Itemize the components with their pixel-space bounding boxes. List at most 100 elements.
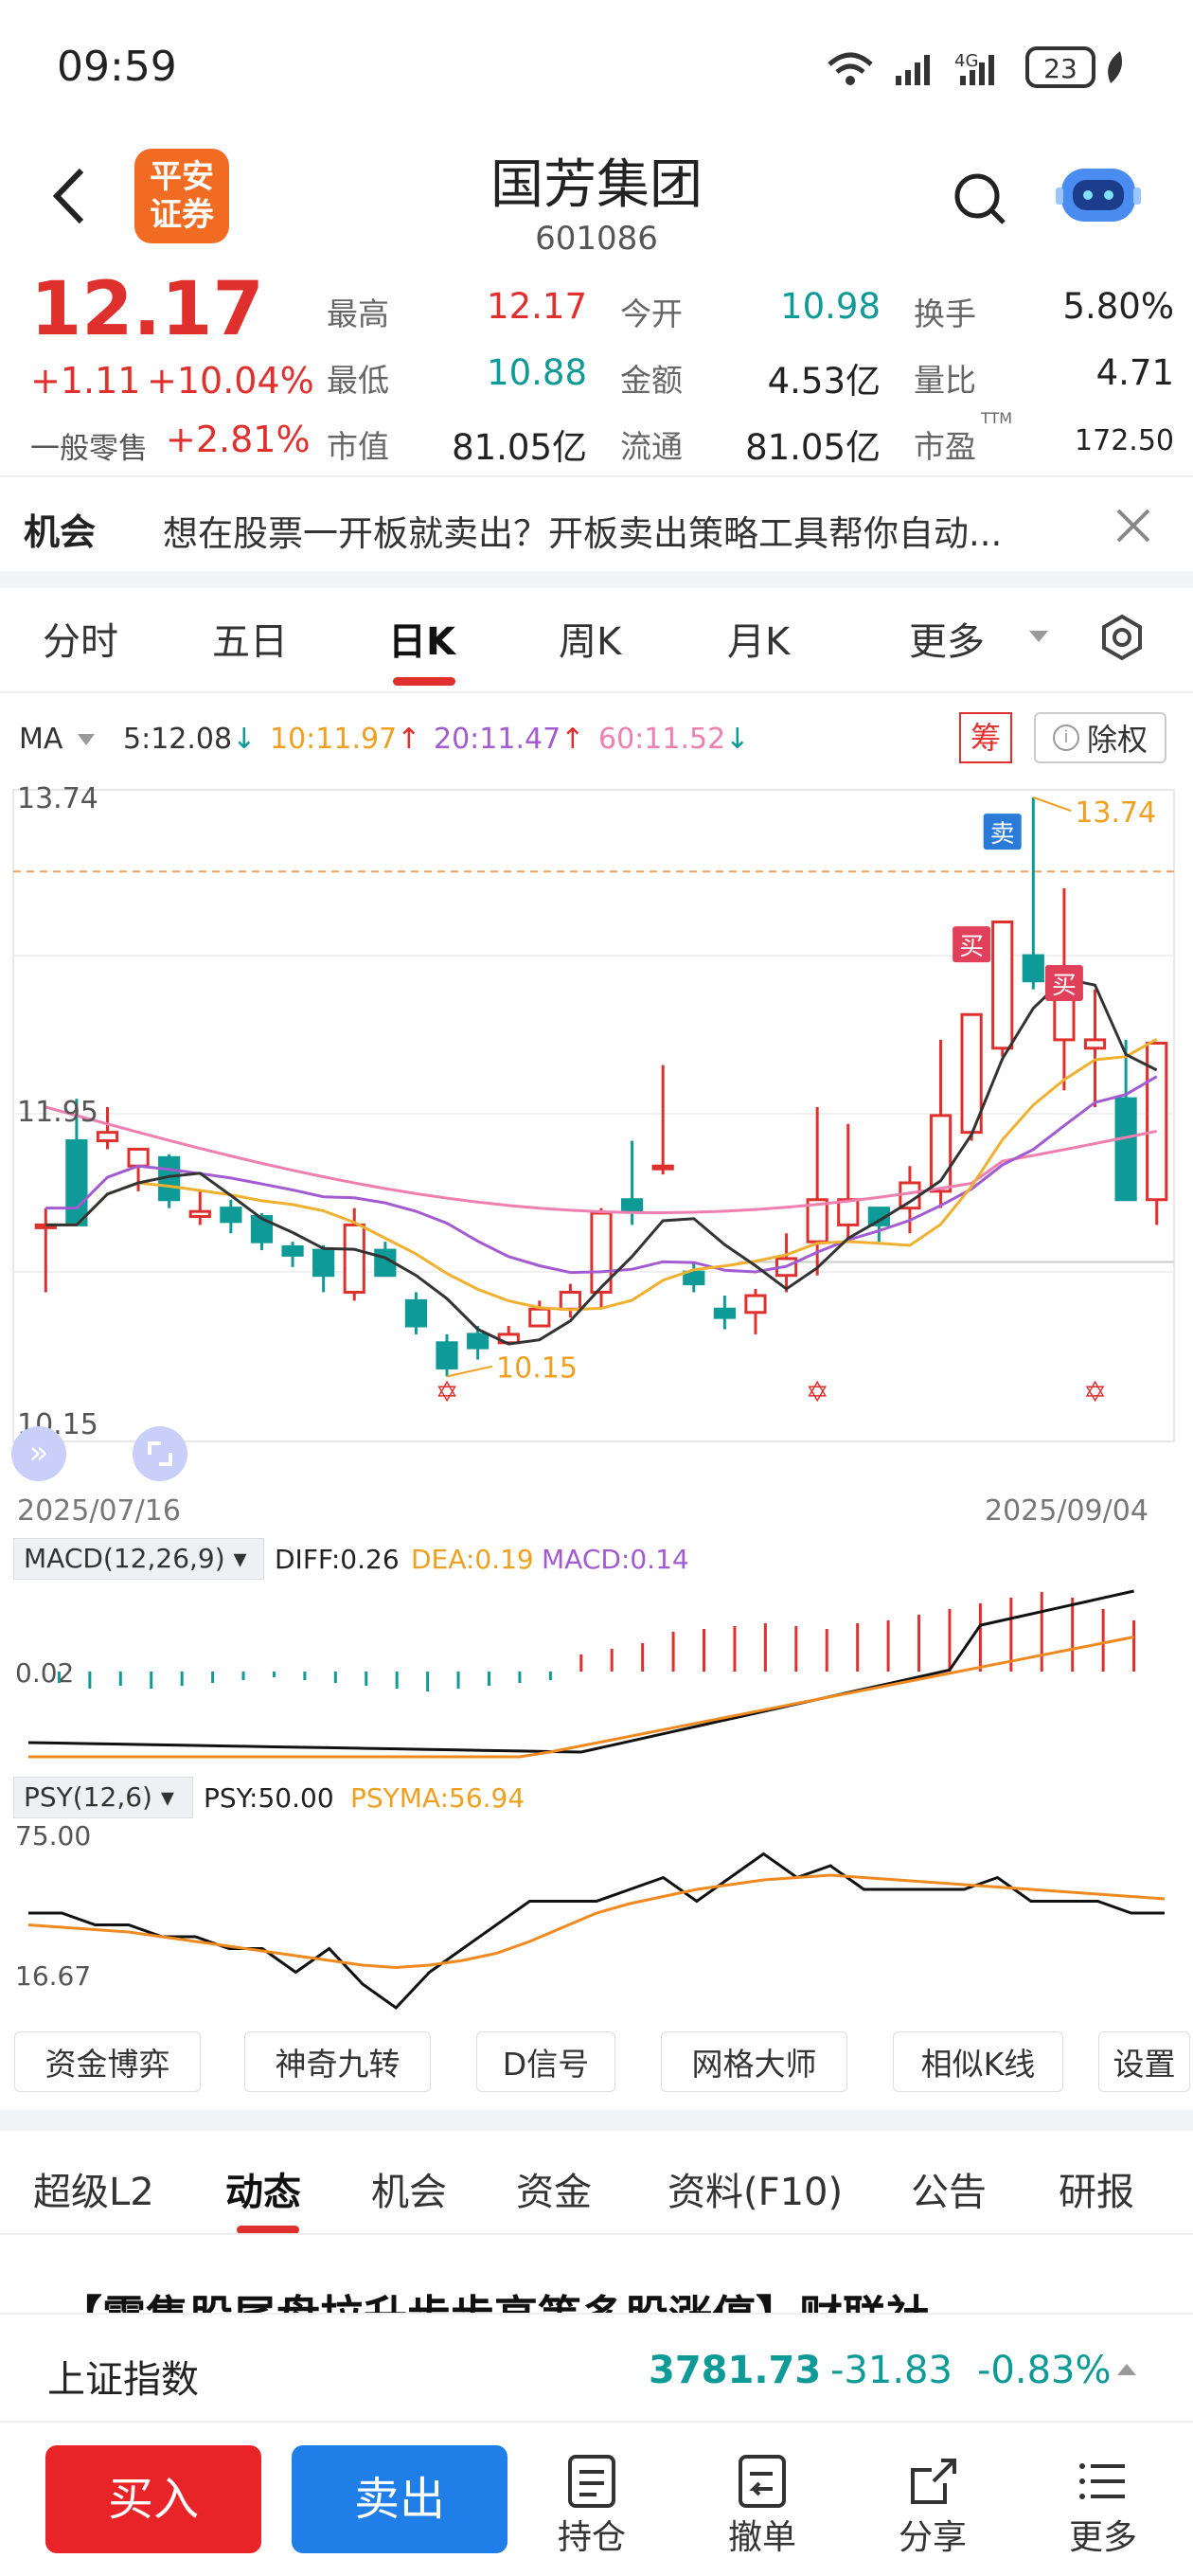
news-tab-underline xyxy=(237,2226,299,2234)
sector-label[interactable]: 一般零售 xyxy=(30,432,148,466)
tool-grid-master[interactable]: 网格大师 xyxy=(661,2031,847,2092)
mcap-label: 市值 xyxy=(327,428,389,465)
macd-dea: DEA:0.19 xyxy=(411,1544,534,1575)
candle-body xyxy=(683,1270,705,1286)
tab-capital[interactable]: 资金 xyxy=(516,2171,592,2214)
ma-dropdown-icon[interactable] xyxy=(76,732,97,747)
candle-body xyxy=(559,1290,582,1311)
divider xyxy=(0,2233,1193,2235)
macd-axis-value: 0.02 xyxy=(15,1657,75,1689)
kline-frame xyxy=(12,789,1175,1442)
gear-icon[interactable] xyxy=(1098,614,1146,661)
turnover-label: 换手 xyxy=(914,295,976,332)
nav-cancel-order[interactable]: 撤单 xyxy=(715,2453,810,2559)
index-value: 3781.73 xyxy=(649,2349,822,2392)
tool-magic-nine[interactable]: 神奇九转 xyxy=(244,2031,431,2092)
buy-tag-bg xyxy=(1044,965,1083,1002)
tab-zhouk[interactable]: 周K xyxy=(559,620,622,664)
amount-label: 金额 xyxy=(620,362,683,399)
nav-share[interactable]: 分享 xyxy=(885,2453,980,2559)
sell-button[interactable]: 卖出 xyxy=(292,2445,507,2553)
ma60-value: 60:11.52↓ xyxy=(598,723,750,756)
ma10-value: 10:11.97↑ xyxy=(270,723,421,756)
kline-date-start: 2025/07/16 xyxy=(17,1494,181,1528)
tab-f10[interactable]: 资料(F10) xyxy=(668,2171,844,2214)
status-time: 09:59 xyxy=(57,43,177,91)
back-chevron-icon[interactable] xyxy=(45,163,93,229)
index-bar[interactable]: 上证指数 3781.73 -31.83 -0.83% xyxy=(0,2313,1193,2423)
ma20-line xyxy=(45,1075,1158,1275)
index-name: 上证指数 xyxy=(47,2358,199,2402)
psyma-value: PSYMA:56.94 xyxy=(350,1782,525,1814)
candle-body xyxy=(1083,1038,1107,1050)
price-change-pct: +10.04% xyxy=(147,360,314,402)
nav-holdings[interactable]: 持仓 xyxy=(544,2453,639,2559)
index-change: -31.83 xyxy=(830,2349,953,2392)
tool-d-signal[interactable]: D信号 xyxy=(476,2031,615,2092)
tool-settings[interactable]: 设置 xyxy=(1098,2031,1190,2092)
tab-announcement[interactable]: 公告 xyxy=(911,2171,987,2214)
opportunity-banner[interactable]: 机会 想在股票一开板就卖出？开板卖出策略工具帮你自动... xyxy=(0,478,1193,573)
tab-fenshi[interactable]: 分时 xyxy=(43,620,118,664)
vol-ratio-value: 4.71 xyxy=(1095,352,1174,393)
psy-axis-bottom: 16.67 xyxy=(15,1960,92,1992)
search-icon[interactable] xyxy=(952,170,1008,227)
exright-button[interactable]: i 除权 xyxy=(1034,712,1166,763)
buy-tag: 买 xyxy=(1052,972,1077,1000)
tab-opportunity[interactable]: 机会 xyxy=(371,2171,447,2214)
chevron-down-icon[interactable] xyxy=(1027,629,1050,644)
kline-y-mid: 11.95 xyxy=(17,1096,98,1129)
pe-value: 172.50 xyxy=(1075,424,1174,457)
ma60-line xyxy=(45,1105,1157,1215)
psy-value: PSY:50.00 xyxy=(204,1782,334,1814)
buy-tag-bg xyxy=(953,926,991,963)
candle-body xyxy=(188,1209,211,1219)
tool-capital-game[interactable]: 资金博弈 xyxy=(14,2031,201,2092)
nav-more[interactable]: 更多 xyxy=(1056,2453,1150,2559)
candle-body xyxy=(1053,995,1076,1042)
tab-wuri[interactable]: 五日 xyxy=(212,620,288,664)
sell-tag: 卖 xyxy=(990,820,1015,849)
candle-body xyxy=(651,1164,674,1171)
tool-similar-kline[interactable]: 相似K线 xyxy=(893,2031,1063,2092)
tab-more[interactable]: 更多 xyxy=(909,620,985,664)
tab-super-l2[interactable]: 超级L2 xyxy=(33,2171,154,2214)
candle-body xyxy=(1146,1041,1168,1202)
candle-body xyxy=(991,921,1014,1050)
candle-body xyxy=(65,1139,88,1226)
wifi-signal-battery-icon: 4G 23 xyxy=(828,46,1123,88)
chevron-up-icon[interactable] xyxy=(1115,2362,1138,2377)
banner-tag: 机会 xyxy=(24,511,97,553)
close-icon[interactable] xyxy=(1113,505,1154,546)
tab-dynamic[interactable]: 动态 xyxy=(225,2171,301,2214)
sell-tag-bg xyxy=(983,814,1022,850)
ma-label[interactable]: MA xyxy=(19,723,63,756)
tab-research[interactable]: 研报 xyxy=(1059,2171,1134,2214)
buy-button[interactable]: 买入 xyxy=(45,2445,261,2553)
macd-chart xyxy=(27,1589,1136,1759)
signal-star-icon: ✡ xyxy=(435,1376,458,1409)
diff-line xyxy=(27,1589,1134,1754)
svg-text:4G: 4G xyxy=(954,51,978,71)
kline-y-max: 13.74 xyxy=(17,782,98,815)
ma20-value: 20:11.47↑ xyxy=(434,723,585,756)
candle-body xyxy=(220,1207,242,1224)
news-headline[interactable]: 【零售股尾盘拉升步步高等多股涨停】财联社 xyxy=(0,2235,1193,2313)
candle-body xyxy=(127,1147,150,1168)
expand-left-icon[interactable]: » xyxy=(11,1426,66,1481)
robot-assistant-icon[interactable] xyxy=(1056,159,1141,227)
open-value: 10.98 xyxy=(780,286,881,327)
candle-body xyxy=(1022,954,1044,983)
psy-selector[interactable]: PSY(12,6) ▾ xyxy=(13,1777,193,1818)
tab-yuek[interactable]: 月K xyxy=(727,620,791,664)
pe-label: 市盈 xyxy=(914,428,976,465)
macd-selector[interactable]: MACD(12,26,9) ▾ xyxy=(13,1538,264,1580)
broker-logo: 平安 证券 xyxy=(134,149,229,243)
section-gap xyxy=(0,2110,1193,2131)
low-value: 10.88 xyxy=(487,352,587,393)
tab-rik[interactable]: 日K xyxy=(388,620,455,664)
macd-macd: MACD:0.14 xyxy=(542,1544,689,1575)
chip-button[interactable]: 筹 xyxy=(959,712,1012,763)
fullscreen-icon[interactable] xyxy=(133,1426,187,1481)
